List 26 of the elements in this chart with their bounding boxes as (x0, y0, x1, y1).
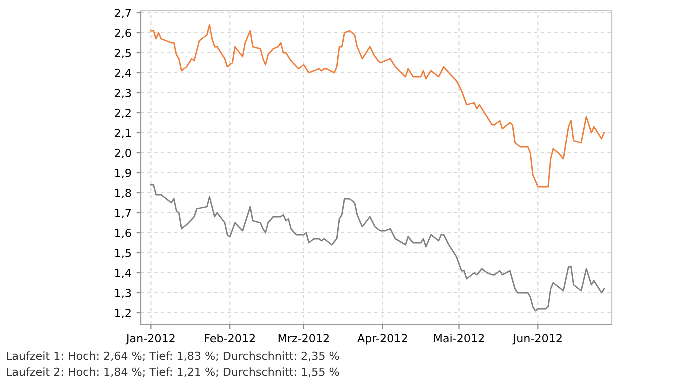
y-tick-label: 2,2 (115, 108, 131, 119)
y-tick-label: 2,7 (115, 8, 132, 19)
x-tick-label: Jan-2012 (126, 334, 175, 345)
line-series (150, 24, 606, 188)
text: Laufzeit 2: Hoch: 1,84 %; Tief: 1,21 %; Durchschnitt: 1,55 % (7, 368, 340, 378)
y-tick-label: 1,5 (116, 249, 131, 259)
y-tick-label: 2,3 (115, 88, 132, 99)
y-tick-label: 2,5 (115, 48, 131, 59)
x-tick-label: Feb-2012 (205, 334, 255, 343)
y-tick-label: 1,2 (116, 308, 131, 319)
y-tick-label: 1,6 (116, 228, 132, 239)
line-series (150, 184, 606, 312)
y-tick-label: 1,8 (116, 188, 132, 199)
text: Laufzeit 1: Hoch: 2,64 %; Tief: 1,83 %; Durchschnitt: 2,35 % (7, 352, 340, 362)
x-tick-label: Apr-2012 (358, 334, 408, 345)
y-tick-label: 2,0 (115, 148, 132, 159)
x-tick-label: Mai-2012 (434, 334, 484, 343)
y-tick-label: 2,6 (115, 28, 132, 39)
y-tick-label: 2,4 (115, 68, 132, 79)
y-tick-label: 1,7 (116, 209, 132, 219)
y-tick-label: 2,1 (115, 128, 131, 139)
y-tick-label: 1,9 (116, 168, 132, 179)
y-tick-label: 1,4 (116, 269, 132, 279)
x-tick-label: Jun-2012 (512, 334, 562, 345)
x-tick-label: Mrz-2012 (278, 334, 329, 343)
y-tick-label: 1,3 (116, 288, 132, 299)
